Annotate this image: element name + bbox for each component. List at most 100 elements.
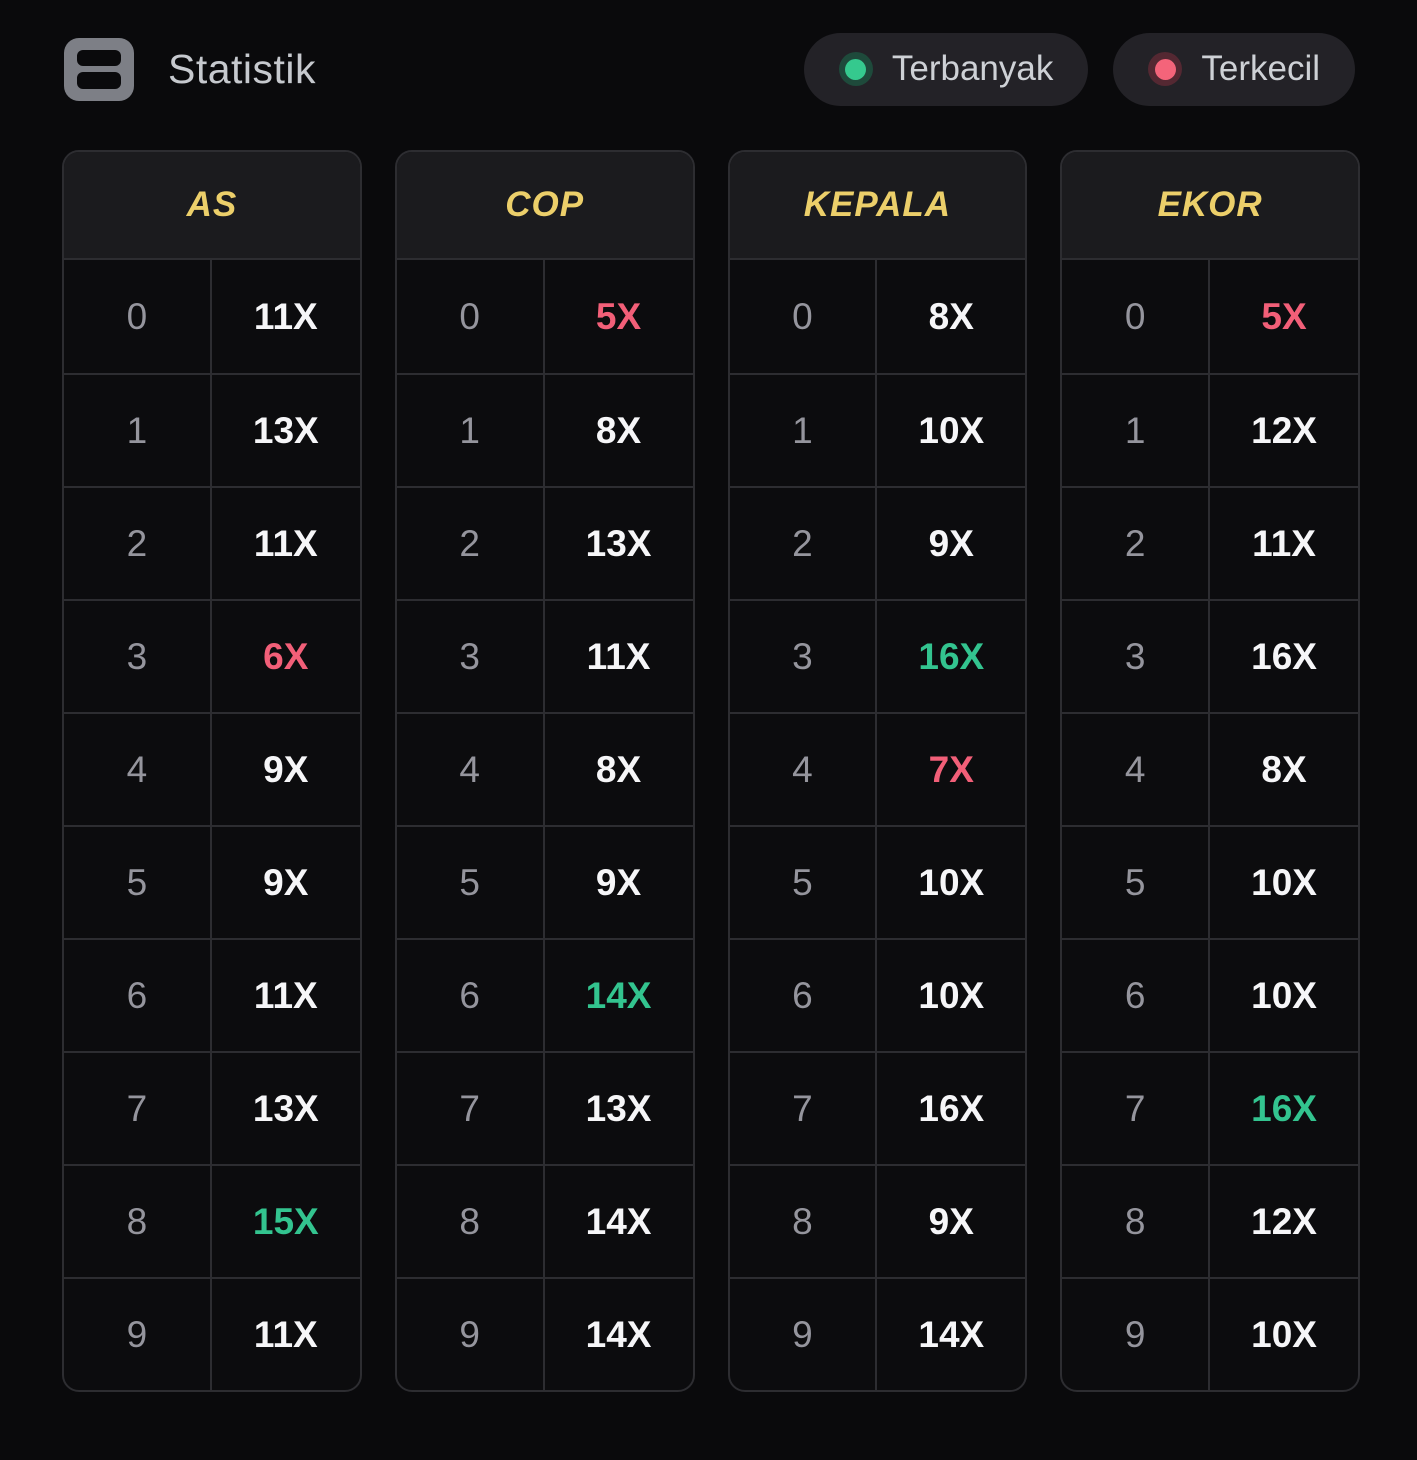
table-row: 1 12X [1062, 373, 1358, 486]
table-row: 6 10X [729, 938, 1026, 1051]
digit-cell: 0 [730, 260, 878, 373]
multiplier-cell: 10X [1251, 1313, 1317, 1355]
legend: Terbanyak Terkecil [803, 32, 1355, 106]
legend-terbanyak: Terbanyak [803, 32, 1089, 106]
page-title: Statistik [168, 45, 317, 92]
table-row: 1 10X [729, 373, 1026, 486]
digit-cell: 8 [64, 1166, 212, 1277]
table-row: 4 8X [396, 712, 693, 825]
table-row: 3 16X [729, 599, 1026, 712]
table-row: 0 8X [730, 260, 1026, 373]
digit-cell: 6 [397, 940, 545, 1051]
digit-cell: 4 [730, 714, 878, 825]
table-row: 7 13X [396, 1051, 693, 1164]
digit-cell: 1 [397, 375, 545, 486]
statistics-icon-bar [77, 49, 121, 66]
multiplier-cell: 8X [928, 295, 974, 337]
digit-cell: 4 [397, 714, 545, 825]
multiplier-cell: 5X [595, 295, 642, 337]
table-row: 2 9X [729, 486, 1026, 599]
digit-cell: 8 [1062, 1166, 1211, 1277]
table-title: KEPALA [729, 152, 1026, 260]
multiplier-cell: 10X [1251, 861, 1317, 903]
multiplier-cell: 12X [1251, 1200, 1317, 1242]
multiplier-cell: 8X [595, 409, 642, 451]
table-row: 0 11X [64, 260, 360, 373]
digit-cell: 0 [64, 260, 212, 373]
multiplier-cell: 11X [253, 974, 318, 1016]
multiplier-cell: 11X [253, 522, 318, 564]
multiplier-cell: 11X [586, 635, 651, 677]
digit-cell: 5 [397, 827, 545, 938]
table-title: COP [396, 152, 693, 260]
table-row: 6 11X [64, 938, 360, 1051]
title-group: Statistik [64, 37, 317, 101]
table-row: 2 11X [1062, 486, 1358, 599]
terbanyak-dot-icon [838, 52, 873, 86]
table-row: 6 10X [1062, 938, 1358, 1051]
topbar: Statistik Terbanyak Terkecil [0, 0, 1417, 106]
table-row: 1 8X [396, 373, 693, 486]
table-kepala: KEPALA 0 8X 1 10X 2 9X 3 16X 4 7X 5 10X 6 10X 7 16X 8 9X 9 1… [727, 150, 1028, 1392]
multiplier-cell: 10X [918, 861, 985, 903]
table-row: 3 16X [1062, 599, 1358, 712]
multiplier-cell: 14X [918, 1313, 985, 1355]
digit-cell: 5 [1062, 827, 1211, 938]
digit-cell: 4 [1062, 714, 1211, 825]
multiplier-cell: 14X [585, 1200, 652, 1242]
legend-terkecil-label: Terkecil [1201, 49, 1320, 88]
multiplier-cell: 10X [1251, 974, 1317, 1016]
digit-cell: 7 [397, 1053, 545, 1164]
table-row: 6 14X [396, 938, 693, 1051]
digit-cell: 9 [730, 1279, 878, 1390]
table-row: 4 9X [64, 712, 360, 825]
multiplier-cell: 10X [918, 974, 985, 1016]
digit-cell: 2 [397, 488, 545, 599]
digit-cell: 5 [730, 827, 878, 938]
multiplier-cell: 13X [585, 1087, 652, 1129]
digit-cell: 6 [730, 940, 878, 1051]
digit-cell: 3 [64, 601, 212, 712]
digit-cell: 2 [730, 488, 878, 599]
table-row: 0 5X [397, 260, 693, 373]
table-row: 4 7X [729, 712, 1026, 825]
table-row: 5 9X [396, 825, 693, 938]
digit-cell: 2 [64, 488, 212, 599]
table-row: 7 16X [1062, 1051, 1358, 1164]
table-row: 5 10X [1062, 825, 1358, 938]
legend-terkecil: Terkecil [1113, 32, 1355, 106]
multiplier-cell: 12X [1251, 409, 1317, 451]
multiplier-cell: 16X [918, 635, 985, 677]
table-row: 2 11X [64, 486, 360, 599]
digit-cell: 3 [397, 601, 545, 712]
multiplier-cell: 14X [585, 974, 652, 1016]
digit-cell: 8 [730, 1166, 878, 1277]
legend-terbanyak-label: Terbanyak [891, 49, 1054, 88]
multiplier-cell: 8X [1261, 748, 1307, 790]
digit-cell: 1 [1062, 375, 1211, 486]
multiplier-cell: 16X [918, 1087, 985, 1129]
table-row: 8 14X [396, 1164, 693, 1277]
multiplier-cell: 14X [585, 1313, 652, 1355]
digit-cell: 7 [730, 1053, 878, 1164]
multiplier-cell: 8X [595, 748, 642, 790]
digit-cell: 0 [397, 260, 545, 373]
digit-cell: 0 [1062, 260, 1211, 373]
table-row: 7 16X [729, 1051, 1026, 1164]
multiplier-cell: 9X [263, 748, 309, 790]
table-row: 2 13X [396, 486, 693, 599]
multiplier-cell: 11X [253, 295, 318, 337]
multiplier-cell: 13X [252, 1087, 319, 1129]
table-ekor: EKOR 0 5X 1 12X 2 11X 3 16X 4 8X 5 10X 6 10X 7 16X 8 12X 9 1… [1060, 150, 1360, 1392]
table-row: 5 10X [729, 825, 1026, 938]
multiplier-cell: 9X [263, 861, 309, 903]
table-row: 9 11X [64, 1277, 360, 1390]
digit-cell: 2 [1062, 488, 1211, 599]
multiplier-cell: 11X [1252, 522, 1316, 564]
multiplier-cell: 16X [1251, 635, 1317, 677]
digit-cell: 7 [1062, 1053, 1211, 1164]
digit-cell: 7 [64, 1053, 212, 1164]
statistics-tables: AS 0 11X 1 13X 2 11X 3 6X 4 9X 5 9X 6 11X 7 13X 8 15X 9 11X C… [62, 150, 1360, 1392]
terkecil-dot-icon [1148, 52, 1183, 86]
table-title: AS [64, 152, 360, 260]
